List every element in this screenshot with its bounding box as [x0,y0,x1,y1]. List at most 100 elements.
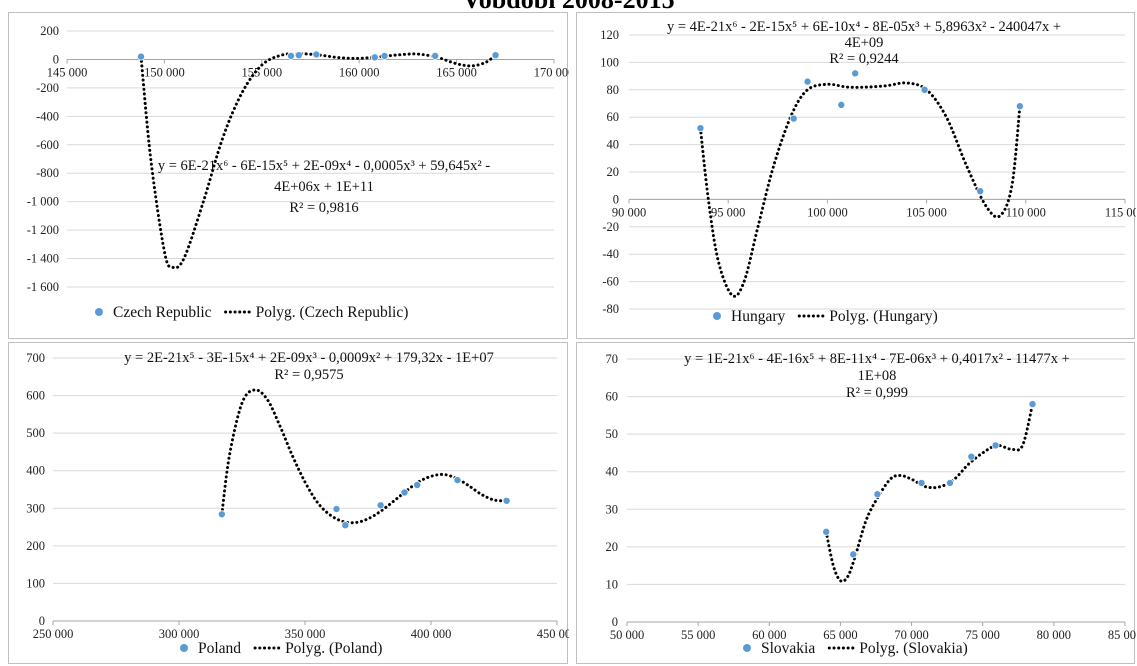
x-tick-label: 150 000 [144,65,185,79]
y-tick-label: -1 000 [27,195,59,209]
trendline-equation: 1E+08 [858,368,897,384]
y-tick-label: 0 [53,52,59,66]
x-tick-label: 400 000 [411,627,452,641]
y-tick-label: 500 [26,426,45,440]
czech-republic-data-point [380,51,389,60]
page-title: Vobdobí 2008-2015 [0,0,1137,15]
czech-republic-data-point [287,51,296,60]
y-tick-label: 100 [26,576,45,590]
x-tick-label: 100 000 [807,205,848,219]
x-tick-label: 250 000 [33,627,74,641]
y-tick-label: -80 [602,302,619,316]
legend-series-label: Hungary [731,308,785,325]
hungary-trendline [698,81,1022,298]
x-tick-label: 160 000 [339,65,380,79]
poland-data-point [413,480,422,489]
czech-republic-data-point [312,50,321,59]
slovakia-data-point [967,452,976,461]
y-tick-label: 40 [606,465,619,479]
hungary-data-point [976,187,985,196]
legend-trendline-label: Polyg. (Czech Republic) [256,304,409,321]
x-tick-label: 350 000 [285,627,326,641]
poland-data-point [341,521,350,530]
trendline-equation: y = 1E-21x⁶ - 4E-16x⁵ + 8E-11x⁴ - 7E-06x… [684,351,1070,367]
slovakia-chart: 70 60 50 40 30 20 10 0 50 000 55 000 60 000 65 000 7… [576,342,1136,664]
slovakia-data-point [822,527,831,536]
hungary-data-point [696,124,705,133]
x-tick-label: 450 000 [537,627,569,641]
hungary-data-point [1015,102,1024,111]
poland-data-point [217,510,226,519]
hungary-chart: 120 100 80 60 40 20 0 -20 -40 -60 -80 90 000 95 000 1… [576,12,1136,339]
y-tick-label: 80 [607,83,620,97]
x-tick-label: 145 000 [47,65,88,79]
r-squared-label: R² = 0,9244 [829,51,899,67]
hungary-data-point [837,100,846,109]
y-tick-label: 200 [40,24,59,38]
hungary-data-point [920,85,929,94]
legend-series-label: Slovakia [761,640,815,657]
x-tick-label: 165 000 [436,65,477,79]
x-tick-label: 155 000 [241,65,282,79]
czech-republic-chart: 200 0 -200 -400 -600 -800 -1 000 -1 200 -1 400 -1… [8,12,569,339]
x-tick-label: 85 000 [1108,628,1136,642]
x-tick-label: 65 000 [823,628,857,642]
x-tick-label: 105 000 [906,205,947,219]
y-tick-label: -600 [36,138,59,152]
trendline-equation: 4E+09 [845,35,884,51]
x-tick-label: 80 000 [1037,628,1071,642]
y-tick-label: -40 [602,247,619,261]
x-tick-label: 95 000 [711,205,745,219]
poland-data-point [400,488,409,497]
hungary-data-point [803,77,812,86]
x-tick-label: 75 000 [966,628,1000,642]
legend-trendline-label: Polyg. (Poland) [285,640,382,657]
x-tick-label: 90 000 [612,205,646,219]
y-tick-label: -800 [36,166,59,180]
legend-series-label: Poland [198,640,241,657]
y-tick-label: 0 [612,615,618,629]
y-tick-label: 0 [613,192,619,206]
y-tick-label: -60 [602,275,619,289]
legend-marker-icon [180,644,188,652]
trendline-equation: y = 2E-21x⁵ - 3E-15x⁴ + 2E-09x³ - 0,0009… [124,350,494,366]
legend-trendline-label: Polyg. (Hungary) [829,308,938,325]
poland-trendline [220,388,509,525]
x-tick-label: 170 000 [534,65,569,79]
y-tick-label: -1 600 [27,280,59,294]
legend-marker-icon [95,308,103,316]
y-tick-label: 100 [600,55,619,69]
x-tick-label: 110 000 [1006,205,1046,219]
x-tick-label: 55 000 [681,628,715,642]
czech-republic-data-point [431,51,440,60]
trendline-equation: y = 6E-21x⁶ - 6E-15x⁵ + 2E-09x⁴ - 0,0005… [158,158,490,174]
x-tick-label: 300 000 [159,627,200,641]
y-tick-label: -1 200 [27,223,59,237]
y-tick-label: 120 [600,28,619,42]
legend-marker-icon [713,312,721,320]
czech-republic-data-point [294,51,303,60]
czech-republic-data-point [137,52,146,61]
hungary-data-point [851,69,860,78]
y-tick-label: 20 [606,540,619,554]
y-tick-label: 0 [39,614,45,628]
y-tick-label: 600 [26,389,45,403]
poland-data-point [502,496,511,505]
slovakia-data-point [917,478,926,487]
czech-republic-data-point [491,51,500,60]
y-tick-label: 70 [606,352,619,366]
y-tick-label: 10 [606,577,619,591]
trendline-equation: 4E+06x + 1E+11 [274,179,374,195]
y-tick-label: -20 [602,220,619,234]
hungary-data-point [789,114,798,123]
poland-chart: 700 600 500 400 300 200 100 0 250 000 300 000 350 … [8,342,569,664]
y-tick-label: 30 [606,502,619,516]
slovakia-data-point [991,441,1000,450]
y-tick-label: 20 [607,165,620,179]
y-tick-label: 50 [606,427,619,441]
slovakia-data-point [873,490,882,499]
slovakia-data-point [1028,400,1037,409]
y-tick-label: -400 [36,109,59,123]
slovakia-data-point [945,478,954,487]
x-tick-label: 50 000 [610,628,644,642]
